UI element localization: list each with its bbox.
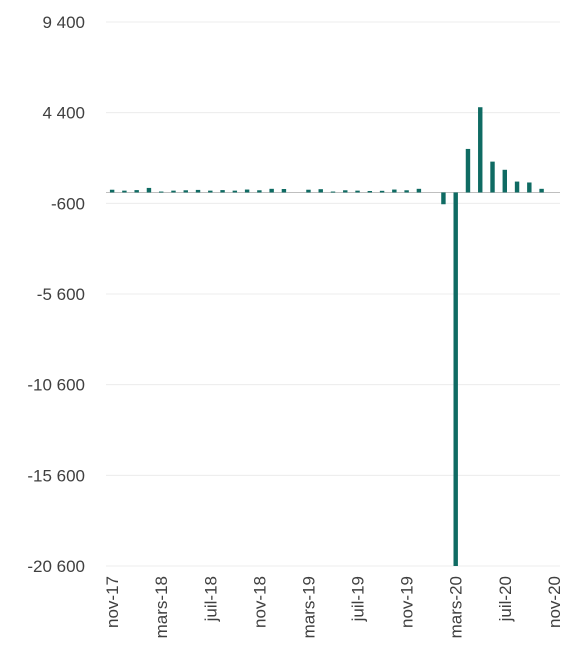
bar [318, 189, 323, 193]
bar [269, 188, 274, 193]
bars [109, 107, 544, 566]
bar [514, 181, 520, 193]
x-tick-label: mars-18 [152, 576, 171, 638]
bar [257, 190, 262, 193]
bar [392, 189, 397, 193]
bar [465, 148, 471, 193]
bar [527, 182, 532, 193]
bar [367, 191, 373, 193]
y-tick-label: -600 [51, 194, 85, 213]
bar [159, 191, 164, 193]
x-tick-label: nov-19 [398, 576, 417, 628]
x-tick-label: nov-17 [103, 576, 122, 628]
bar [343, 190, 348, 193]
bar [416, 188, 422, 193]
bar [232, 190, 238, 193]
x-tick-label: mars-19 [299, 576, 318, 638]
bar [220, 190, 225, 193]
x-tick-label: juil-20 [496, 576, 515, 622]
bar [109, 189, 115, 193]
y-tick-label: -5 600 [37, 285, 85, 304]
bar [404, 190, 409, 193]
x-tick-label: juil-18 [201, 576, 220, 622]
bar [306, 189, 311, 193]
y-tick-label: -15 600 [27, 466, 85, 485]
y-axis: 9 400 4 400 -600 -5 600 -10 600 -15 600 -20 60… [27, 13, 85, 576]
bar [441, 192, 446, 205]
x-tick-label: juil-19 [349, 576, 368, 622]
bar [478, 107, 483, 193]
bar [183, 190, 188, 193]
x-axis: nov-17 mars-18 juil-18 nov-18 mars-19 juil-19… [103, 576, 562, 638]
x-tick-label: mars-20 [447, 576, 466, 638]
bar [146, 187, 152, 193]
y-tick-label: 9 400 [42, 13, 85, 32]
x-tick-label: nov-20 [545, 576, 562, 628]
bar [195, 189, 201, 193]
bar [502, 169, 507, 193]
bar [134, 190, 139, 193]
bar [453, 192, 458, 566]
y-tick-label: 4 400 [42, 104, 85, 123]
bar [539, 188, 544, 193]
x-tick-label: nov-18 [250, 576, 269, 628]
bar [171, 190, 176, 193]
bar [355, 190, 360, 193]
bar [330, 191, 336, 193]
bar [281, 189, 287, 193]
bar [379, 190, 385, 193]
bar [244, 189, 250, 193]
y-tick-label: -10 600 [27, 376, 85, 395]
bar [490, 161, 495, 193]
gridlines [106, 21, 560, 567]
bar [122, 190, 127, 193]
bar [208, 190, 213, 193]
y-tick-label: -20 600 [27, 557, 85, 576]
